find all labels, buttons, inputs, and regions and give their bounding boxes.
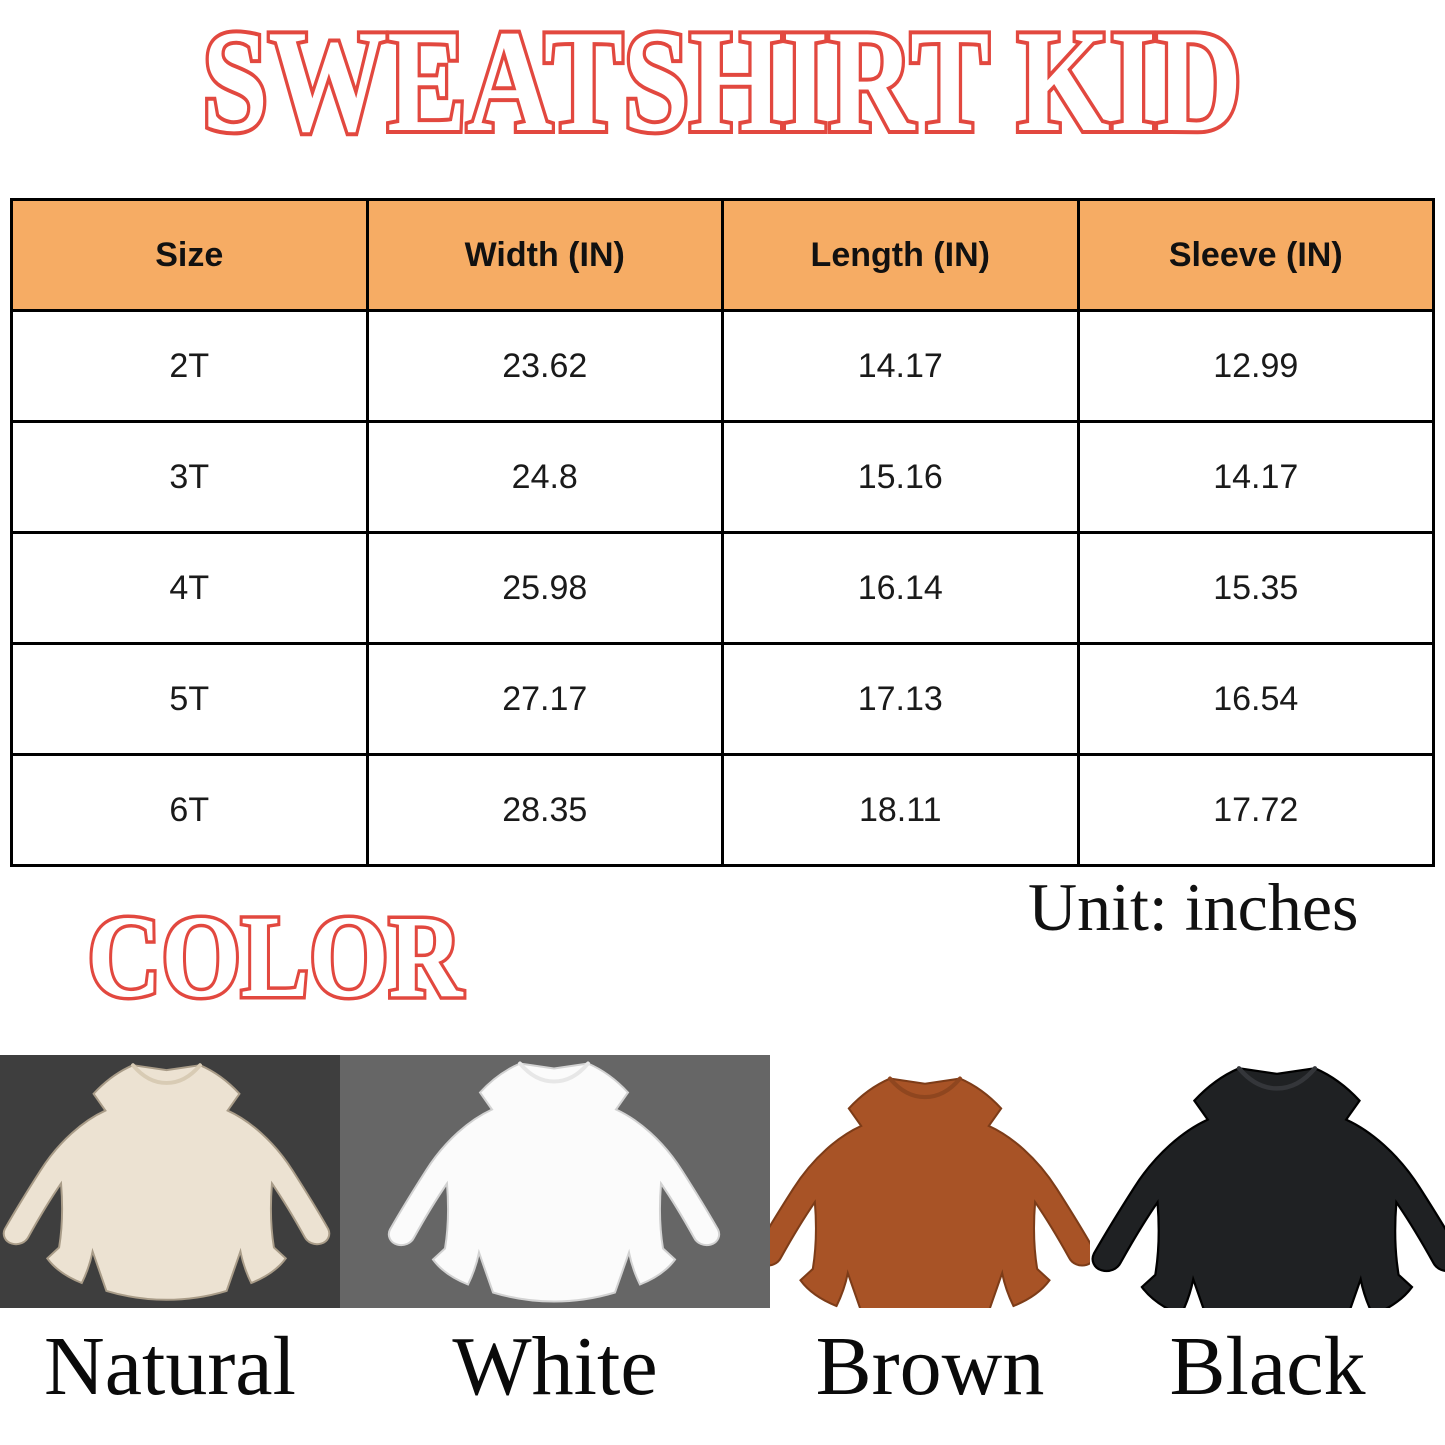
svg-text:SWEATSHIRT KID: SWEATSHIRT KID: [202, 0, 1242, 162]
svg-text:COLOR: COLOR: [88, 891, 465, 1022]
